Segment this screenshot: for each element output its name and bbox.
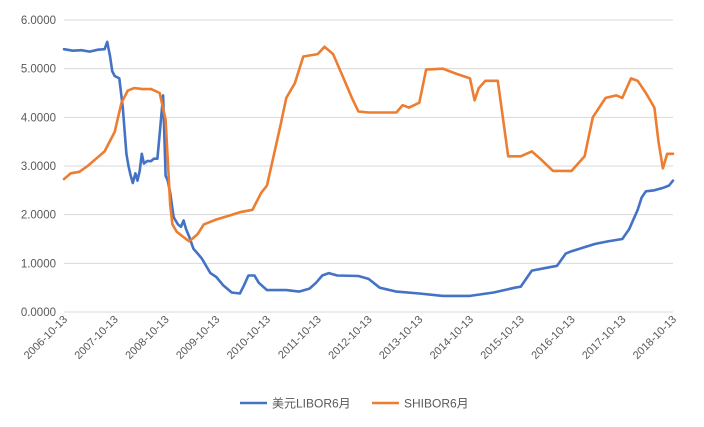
x-tick-label: 2010-10-13 [225, 314, 273, 362]
x-tick-label: 2018-10-13 [631, 314, 679, 362]
legend-label: 美元LIBOR6月 [272, 397, 351, 411]
y-tick-label: 5.0000 [21, 64, 56, 76]
x-tick-label: 2014-10-13 [428, 314, 476, 362]
x-tick-label: 2007-10-13 [73, 314, 121, 362]
x-tick-label: 2017-10-13 [580, 314, 628, 362]
x-tick-label: 2016-10-13 [529, 314, 577, 362]
x-tick-label: 2015-10-13 [479, 314, 527, 362]
x-tick-label: 2008-10-13 [123, 314, 171, 362]
y-tick-label: 1.0000 [21, 258, 56, 270]
y-tick-label: 2.0000 [21, 210, 56, 222]
legend: 美元LIBOR6月 SHIBOR6月 [240, 397, 469, 411]
x-tick-label: 2006-10-13 [22, 314, 70, 362]
series-line-shibor-6m [62, 45, 675, 243]
y-tick-label: 4.0000 [21, 112, 56, 124]
gridlines [64, 19, 673, 313]
series-lines [62, 40, 675, 298]
y-tick-label: 3.0000 [21, 161, 56, 173]
y-axis-ticks: 0.0000 1.0000 2.0000 3.0000 4.0000 5.0000 6.00… [21, 15, 56, 319]
x-tick-label: 2012-10-13 [326, 314, 374, 362]
legend-label: SHIBOR6月 [404, 397, 469, 411]
x-axis-ticks: 2006-10-13 2007-10-13 2008-10-13 2009-10-13… [22, 314, 679, 362]
x-tick-label: 2009-10-13 [174, 314, 222, 362]
y-tick-label: 6.0000 [21, 15, 56, 27]
y-tick-label: 0.0000 [21, 307, 56, 319]
x-tick-label: 2011-10-13 [276, 314, 324, 362]
x-tick-label: 2013-10-13 [377, 314, 425, 362]
series-line-usd-libor-6m [62, 40, 675, 298]
